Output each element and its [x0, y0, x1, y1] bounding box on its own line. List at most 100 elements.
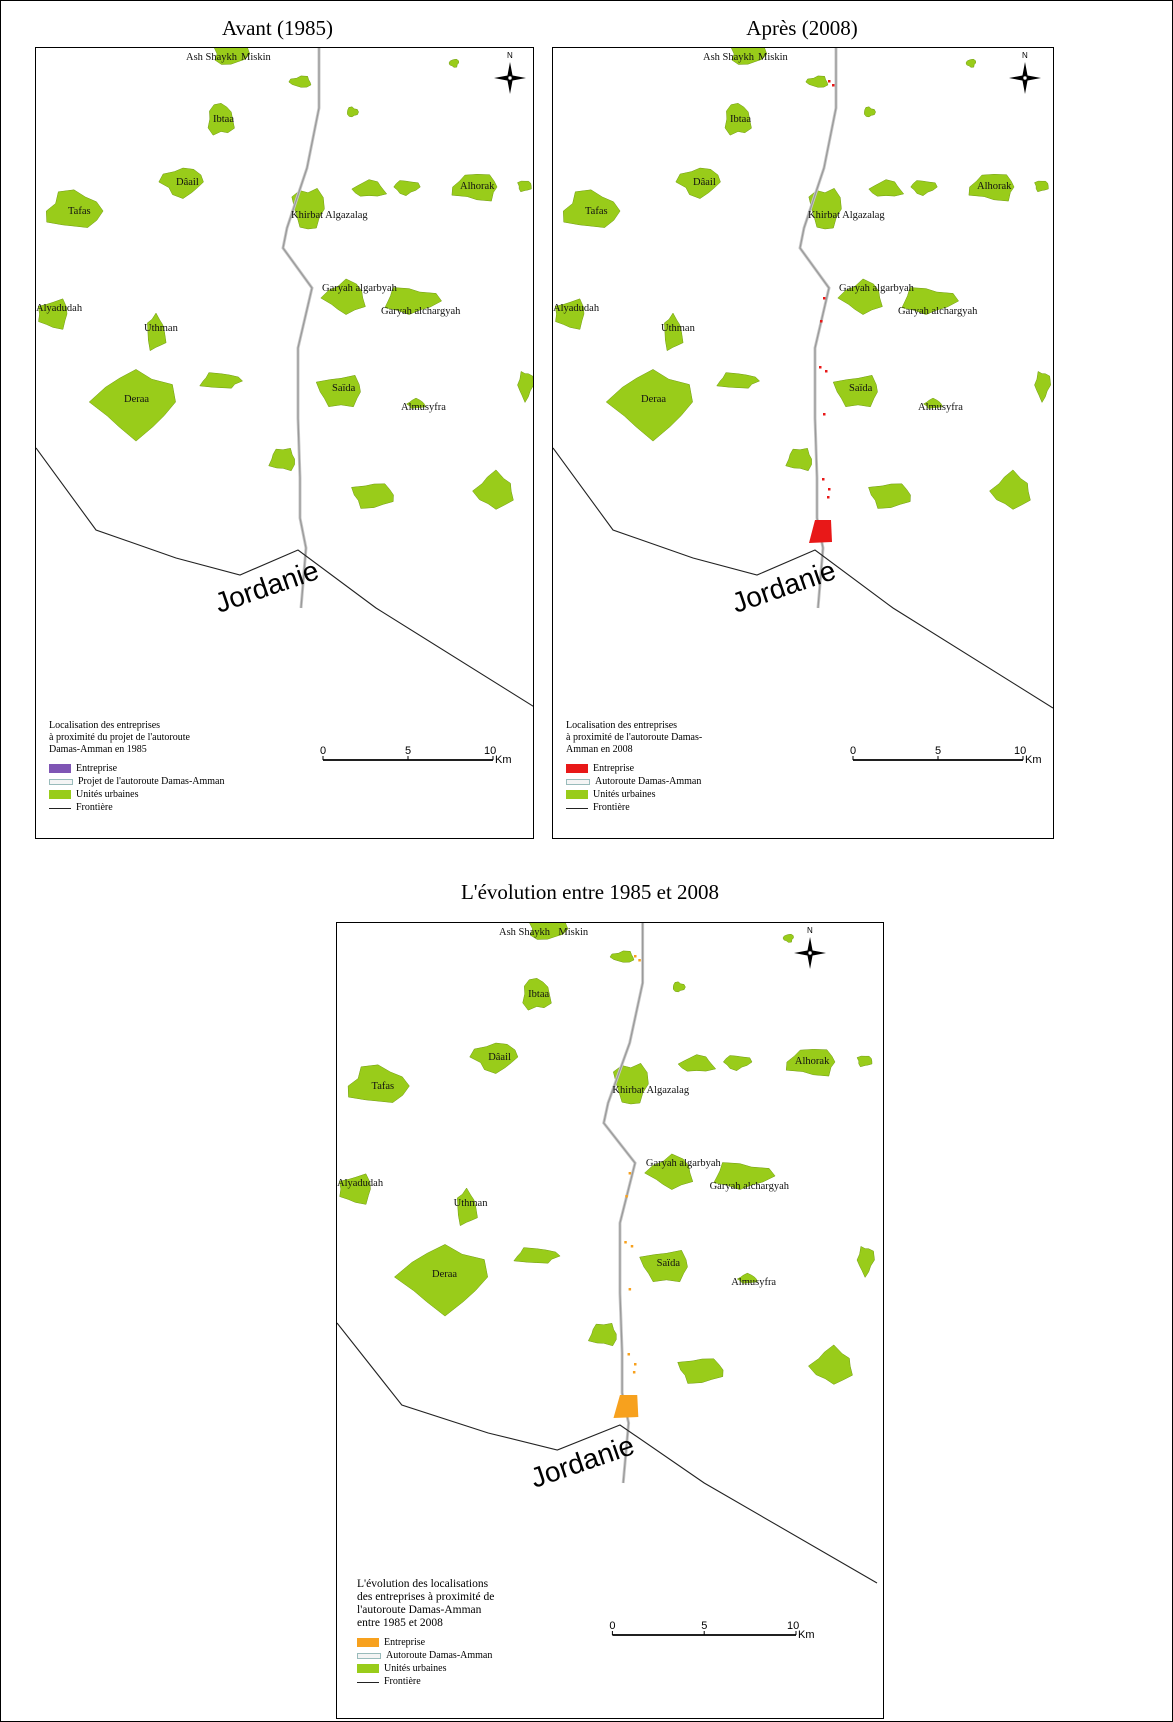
urban-unit-b2 — [722, 1055, 753, 1071]
entreprise-site — [827, 496, 830, 499]
road-swatch — [357, 1652, 381, 1659]
urban-unit-sm1 — [864, 106, 876, 118]
place-label-daail: Dâail — [176, 177, 199, 188]
urban-unit-miskin — [805, 75, 829, 88]
entreprise-site — [825, 370, 828, 373]
urban-unit-garyahG — [837, 278, 883, 315]
urban-unit-alhorak — [785, 1049, 836, 1077]
scale-tick-label: 0 — [609, 1620, 615, 1632]
urban-unit-garyahG — [644, 1153, 694, 1190]
urban-unit-uthman — [457, 1187, 478, 1227]
place-label-alhorak: Alhorak — [460, 181, 495, 192]
north-label: N — [507, 51, 513, 60]
place-label-alyadudah: Alyadudah — [36, 303, 83, 314]
road-swatch — [566, 778, 590, 785]
entreprise-site — [822, 478, 825, 481]
urban-unit-sm1 — [673, 981, 686, 993]
legend-evolution: L'évolution des localisations des entrep… — [357, 1578, 547, 1688]
place-label-ash_shaykh: Ash Shaykh — [186, 52, 238, 63]
place-label-deraa: Deraa — [432, 1269, 457, 1280]
urban-unit-ash — [214, 48, 251, 65]
map-panel-before: Ash Shaykh Miskin Ibtaa Dâail Tafas Khirbat A… — [35, 47, 534, 839]
urban-swatch — [566, 790, 588, 799]
map-canvas-evolution: Ash Shaykh Miskin Ibtaa Dâail Tafas Khirbat A… — [337, 923, 878, 1641]
urban-unit-ash — [731, 48, 768, 65]
place-label-garyah_charg: Garyah alchargyah — [898, 306, 978, 317]
entreprise-main-zone — [613, 1395, 639, 1418]
border-line — [553, 447, 1053, 709]
place-label-uthman: Uthman — [454, 1198, 489, 1209]
place-label-deraa: Deraa — [641, 394, 666, 405]
entreprise-site — [828, 488, 831, 491]
urban-unit-khirbat — [613, 1062, 649, 1105]
urban-unit-nw — [448, 58, 459, 68]
place-label-saida: Saïda — [332, 383, 356, 394]
urban-unit-sm2 — [199, 372, 244, 389]
entreprise-swatch — [49, 764, 71, 773]
north-label: N — [807, 926, 813, 935]
urban-unit-b1 — [868, 179, 905, 197]
entreprise-swatch — [566, 764, 588, 773]
place-label-almusyfra: Almusyfra — [918, 402, 963, 413]
urban-unit-saida — [315, 375, 361, 408]
border-line — [337, 1322, 878, 1584]
map-panel-after: Ash Shaykh Miskin Ibtaa Dâail Tafas Khirbat A… — [552, 47, 1054, 839]
place-label-garyah_charg: Garyah alchargyah — [710, 1181, 790, 1192]
legend-row-road: Autoroute Damas-Amman — [566, 775, 756, 788]
map-canvas-after: Ash Shaykh Miskin Ibtaa Dâail Tafas Khirbat A… — [553, 48, 1053, 766]
title-after: Après (2008) — [746, 16, 858, 40]
map-panel-evolution: Ash Shaykh Miskin Ibtaa Dâail Tafas Khirbat A… — [336, 922, 884, 1719]
entreprise-site — [634, 955, 637, 958]
urban-unit-daail — [469, 1042, 519, 1074]
urban-unit-s2 — [989, 469, 1031, 510]
urban-unit-daail — [158, 167, 204, 199]
entreprise-site — [625, 1195, 628, 1198]
place-label-khirbat: Khirbat Algazalag — [612, 1085, 689, 1096]
legend-row-border: Frontière — [49, 801, 239, 814]
legend-row-border: Frontière — [566, 801, 756, 814]
urban-unit-alyadudah — [339, 1173, 371, 1205]
urban-unit-b2 — [393, 180, 421, 196]
place-label-miskin: Miskin — [558, 927, 589, 938]
urban-swatch — [49, 790, 71, 799]
legend-row-urban: Unités urbaines — [566, 788, 756, 801]
urban-unit-ash — [529, 923, 569, 940]
urban-unit-s2 — [808, 1344, 853, 1385]
north-arrow-icon — [794, 937, 827, 969]
place-label-alhorak: Alhorak — [795, 1056, 830, 1067]
urban-unit-alhorak — [968, 174, 1015, 202]
urban-unit-b1 — [677, 1054, 717, 1072]
urban-unit-almus — [736, 1272, 758, 1284]
entreprise-site — [832, 84, 835, 87]
urban-unit-saida — [639, 1250, 688, 1283]
place-label-ibtaa: Ibtaa — [730, 114, 751, 125]
place-label-garyah_garb: Garyah algarbyah — [839, 283, 915, 294]
scale-unit-label: Km — [495, 754, 512, 766]
entreprise-site — [632, 1371, 636, 1374]
map-canvas-before: Ash Shaykh Miskin Ibtaa Dâail Tafas Khirbat A… — [36, 48, 533, 766]
entreprise-site — [634, 1363, 637, 1366]
legend-row-entreprise: Entreprise — [566, 762, 756, 775]
legend-row-road: Autoroute Damas-Amman — [357, 1649, 547, 1662]
urban-unit-sm3 — [785, 448, 812, 472]
urban-unit-b1 — [351, 179, 388, 197]
urban-unit-deraa — [605, 369, 693, 442]
entreprise-swatch — [357, 1638, 379, 1647]
urban-unit-s2 — [472, 469, 514, 510]
urban-unit-s1 — [677, 1358, 724, 1384]
urban-unit-garyahC — [713, 1162, 776, 1190]
place-label-miskin: Miskin — [758, 52, 789, 63]
urban-unit-edgeE — [517, 180, 532, 193]
north-label: N — [1022, 51, 1028, 60]
urban-unit-saida — [832, 375, 878, 408]
urban-unit-deraa — [88, 369, 176, 442]
legend-row-urban: Unités urbaines — [357, 1662, 547, 1675]
place-label-alhorak: Alhorak — [977, 181, 1012, 192]
place-label-alyadudah: Alyadudah — [337, 1178, 384, 1189]
entreprise-site — [628, 1172, 632, 1175]
place-label-garyah_charg: Garyah alchargyah — [381, 306, 461, 317]
urban-unit-ibtaa — [522, 978, 552, 1011]
border-swatch — [566, 807, 588, 809]
place-label-khirbat: Khirbat Algazalag — [291, 210, 368, 221]
